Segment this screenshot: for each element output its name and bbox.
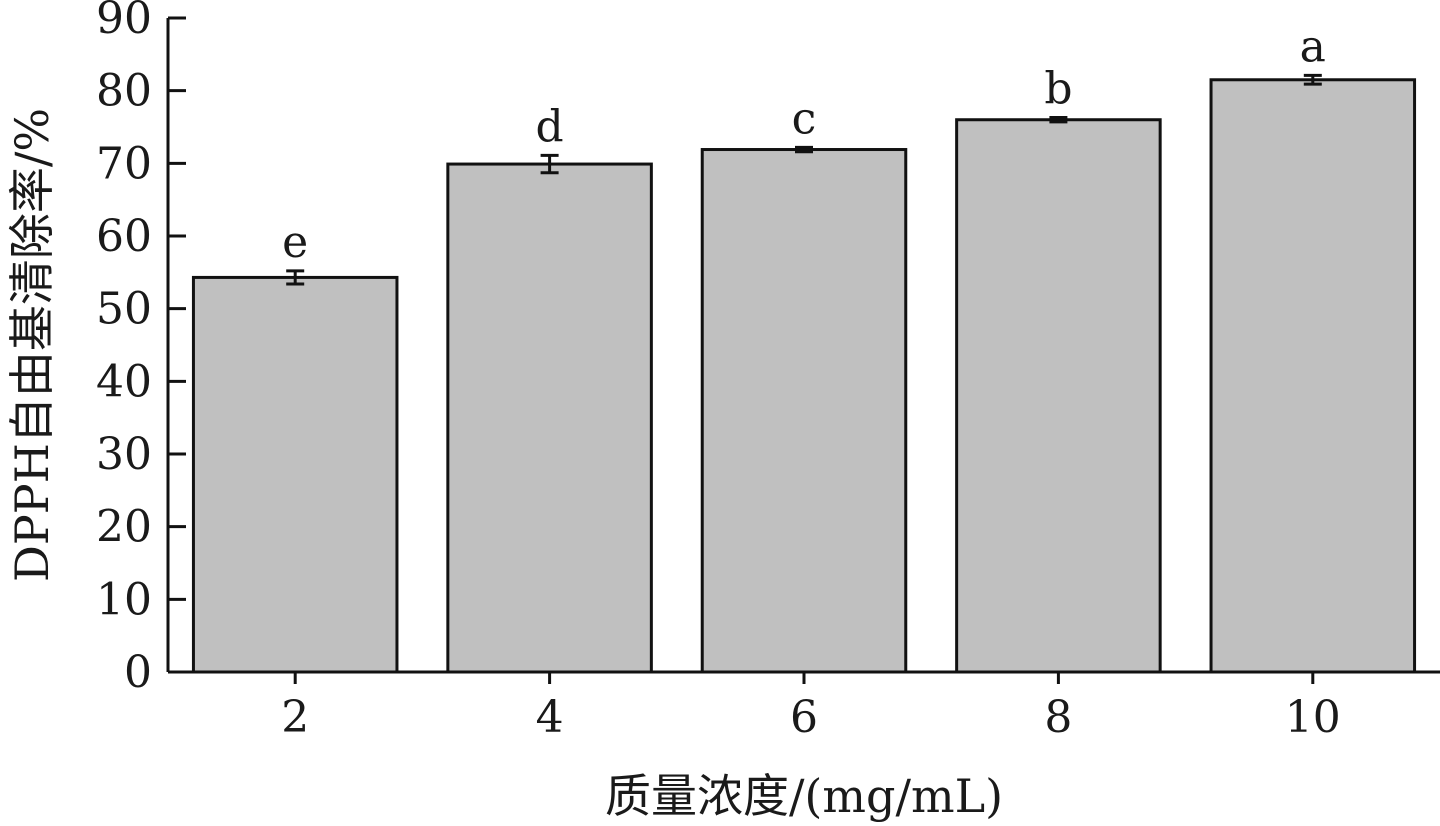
x-axis-label: 质量浓度/(mg/mL) bbox=[605, 769, 1003, 823]
significance-label-8: b bbox=[1044, 64, 1072, 115]
error-bar-4 bbox=[540, 153, 559, 175]
error-bar-6 bbox=[795, 145, 813, 154]
x-tick-label-2: 2 bbox=[281, 692, 309, 743]
y-tick-label-70: 70 bbox=[96, 138, 152, 189]
y-tick-label-50: 50 bbox=[96, 284, 152, 335]
y-axis: 0 10 20 30 40 50 60 70 80 90 bbox=[96, 0, 186, 698]
significance-label-10: a bbox=[1300, 21, 1326, 72]
bar-4 bbox=[446, 162, 653, 674]
significance-label-6: c bbox=[792, 93, 817, 144]
bar-6 bbox=[700, 148, 908, 674]
bar-8 bbox=[955, 118, 1162, 674]
y-axis-label: DPPH自由基清除率/% bbox=[5, 108, 59, 582]
x-tick-label-8: 8 bbox=[1044, 692, 1072, 743]
y-tick-label-30: 30 bbox=[96, 429, 152, 480]
x-tick-label-10: 10 bbox=[1285, 692, 1341, 743]
y-tick-label-90: 90 bbox=[96, 0, 152, 44]
bar-2 bbox=[191, 275, 399, 674]
significance-labels-group: e d c b a bbox=[282, 21, 1326, 267]
bar-10 bbox=[1209, 78, 1417, 674]
error-bars-group bbox=[286, 73, 1322, 286]
error-bar-10 bbox=[1303, 73, 1322, 86]
y-tick-label-20: 20 bbox=[96, 502, 152, 553]
significance-label-4: d bbox=[536, 101, 564, 152]
y-tick-label-10: 10 bbox=[96, 574, 152, 625]
y-tick-label-40: 40 bbox=[96, 356, 152, 407]
bars-group bbox=[191, 78, 1417, 674]
x-tick-label-6: 6 bbox=[790, 692, 818, 743]
y-tick-label-80: 80 bbox=[96, 66, 152, 117]
y-tick-label-0: 0 bbox=[124, 647, 152, 698]
x-axis: 2 4 6 8 10 bbox=[168, 670, 1440, 743]
x-tick-label-4: 4 bbox=[536, 692, 564, 743]
error-bar-8 bbox=[1049, 116, 1068, 124]
significance-label-2: e bbox=[282, 217, 308, 268]
y-tick-label-60: 60 bbox=[96, 211, 152, 262]
error-bar-2 bbox=[286, 269, 305, 286]
